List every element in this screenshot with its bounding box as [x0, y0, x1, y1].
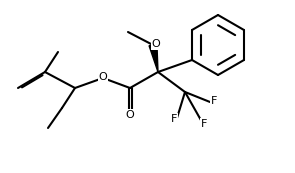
- Polygon shape: [149, 44, 158, 72]
- Text: O: O: [126, 110, 135, 120]
- Text: O: O: [152, 39, 160, 49]
- Text: F: F: [211, 96, 217, 106]
- Text: F: F: [171, 114, 177, 124]
- Text: F: F: [201, 119, 207, 129]
- Text: O: O: [99, 72, 107, 82]
